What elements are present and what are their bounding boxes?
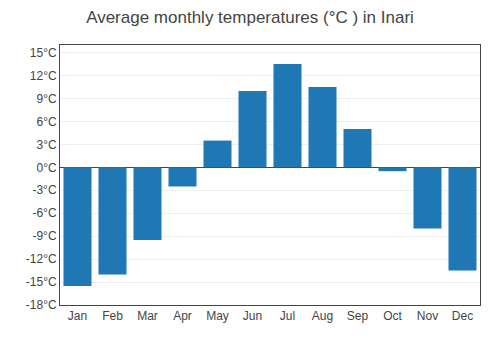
svg-text:Jun: Jun [243,309,262,323]
svg-text:Oct: Oct [383,309,402,323]
svg-text:-3°C: -3°C [32,183,56,197]
svg-text:9°C: 9°C [36,92,56,106]
svg-text:0°C: 0°C [36,161,56,175]
svg-text:-18°C: -18°C [26,298,57,312]
svg-text:May: May [206,309,229,323]
svg-text:6°C: 6°C [36,115,56,129]
svg-text:-6°C: -6°C [32,206,56,220]
svg-text:Dec: Dec [452,309,473,323]
svg-text:12°C: 12°C [30,69,57,83]
svg-text:Apr: Apr [173,309,192,323]
svg-text:Nov: Nov [417,309,438,323]
svg-text:15°C: 15°C [30,46,57,60]
svg-text:Average monthly temperatures (: Average monthly temperatures (°C ) in In… [86,8,414,27]
svg-text:Jan: Jan [68,309,87,323]
svg-text:3°C: 3°C [36,138,56,152]
svg-text:-15°C: -15°C [26,275,57,289]
svg-text:Mar: Mar [137,309,158,323]
svg-text:-9°C: -9°C [32,229,56,243]
svg-text:Feb: Feb [102,309,123,323]
svg-text:-12°C: -12°C [26,252,57,266]
svg-text:Jul: Jul [280,309,295,323]
svg-text:Sep: Sep [347,309,369,323]
svg-text:Aug: Aug [312,309,333,323]
